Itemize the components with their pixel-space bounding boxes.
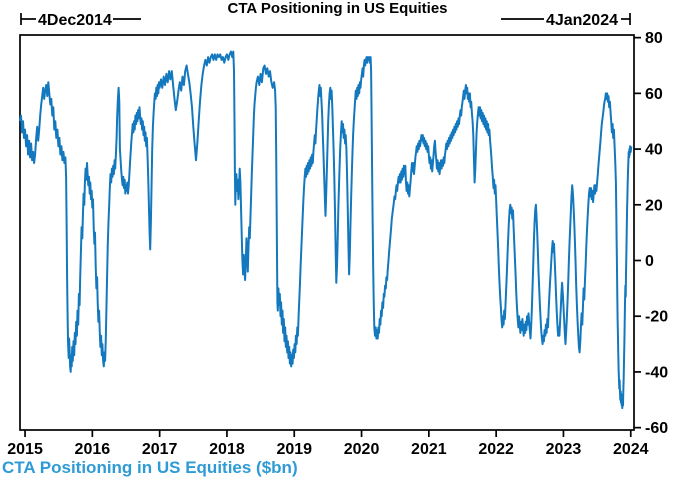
x-tick-label: 2017 [142, 441, 178, 458]
chart-footer-label: CTA Positioning in US Equities ($bn) [2, 458, 298, 477]
x-tick-label: 2016 [75, 441, 111, 458]
y-tick-label: 20 [645, 197, 663, 214]
x-tick-label: 2023 [546, 441, 582, 458]
x-tick-label: 2015 [7, 441, 43, 458]
x-tick-label: 2022 [478, 441, 514, 458]
cta-series-line [19, 50, 633, 410]
x-tick-label: 2024 [613, 441, 649, 458]
y-tick-label: -20 [645, 309, 668, 326]
range-start-label: 4Dec2014 [38, 12, 112, 29]
chart-title: CTA Positioning in US Equities [227, 0, 448, 17]
plot-frame [19, 34, 635, 431]
y-tick-label: -40 [645, 364, 668, 381]
x-tick-label: 2020 [344, 441, 380, 458]
y-tick-label: -60 [645, 420, 668, 437]
x-tick-label: 2021 [411, 441, 447, 458]
range-end-label: 4Jan2024 [546, 12, 618, 29]
x-tick-label: 2018 [209, 441, 245, 458]
y-tick-label: 0 [645, 253, 654, 270]
x-tick-label: 2019 [276, 441, 312, 458]
y-tick-label: 40 [645, 142, 663, 159]
y-tick-label: 80 [645, 30, 663, 47]
y-tick-label: 60 [645, 86, 663, 103]
